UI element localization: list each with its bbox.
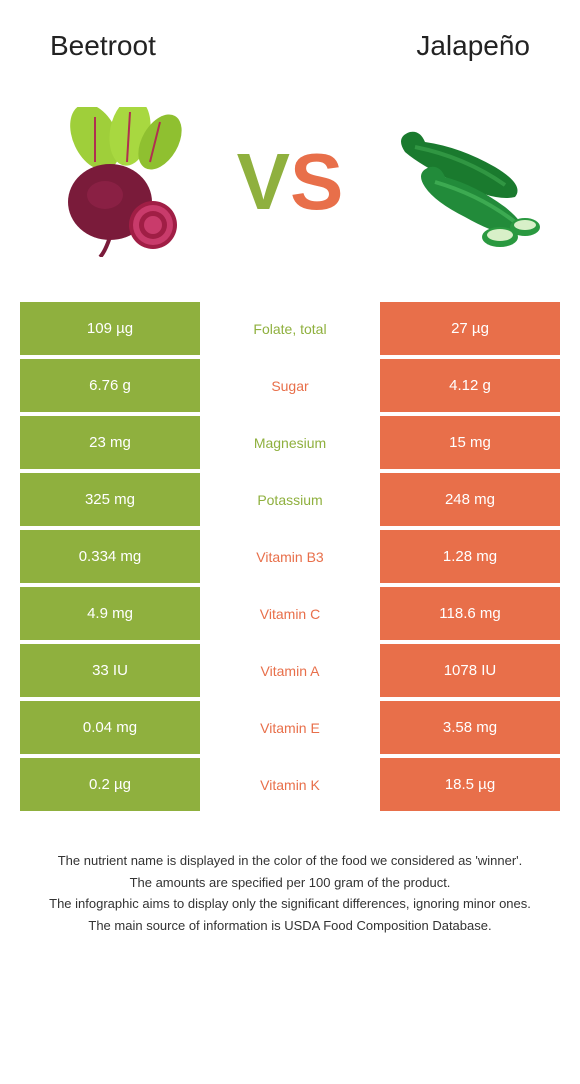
nutrient-label: Vitamin K [200, 758, 380, 811]
nutrient-label: Vitamin A [200, 644, 380, 697]
footer-line-2: The amounts are specified per 100 gram o… [20, 873, 560, 893]
right-value-cell: 27 µg [380, 302, 560, 355]
right-value-cell: 1.28 mg [380, 530, 560, 583]
beetroot-illustration [30, 102, 210, 262]
footer-line-3: The infographic aims to display only the… [20, 894, 560, 914]
right-value-cell: 4.12 g [380, 359, 560, 412]
nutrient-label: Sugar [200, 359, 380, 412]
table-row: 6.76 gSugar4.12 g [20, 359, 560, 412]
vs-v-letter: V [237, 137, 290, 226]
right-value-cell: 118.6 mg [380, 587, 560, 640]
jalapeno-illustration [370, 102, 550, 262]
vs-label: VS [237, 136, 344, 228]
nutrient-label: Magnesium [200, 416, 380, 469]
table-row: 109 µgFolate, total27 µg [20, 302, 560, 355]
table-row: 325 mgPotassium248 mg [20, 473, 560, 526]
comparison-table: 109 µgFolate, total27 µg6.76 gSugar4.12 … [20, 302, 560, 811]
left-value-cell: 33 IU [20, 644, 200, 697]
left-value-cell: 4.9 mg [20, 587, 200, 640]
nutrient-label: Potassium [200, 473, 380, 526]
right-value-cell: 18.5 µg [380, 758, 560, 811]
nutrient-label: Vitamin B3 [200, 530, 380, 583]
footer-line-1: The nutrient name is displayed in the co… [20, 851, 560, 871]
left-value-cell: 23 mg [20, 416, 200, 469]
vs-s-letter: S [290, 137, 343, 226]
nutrient-label: Folate, total [200, 302, 380, 355]
left-value-cell: 0.2 µg [20, 758, 200, 811]
right-food-title: Jalapeño [416, 30, 530, 62]
table-row: 0.334 mgVitamin B31.28 mg [20, 530, 560, 583]
left-value-cell: 6.76 g [20, 359, 200, 412]
footer-line-4: The main source of information is USDA F… [20, 916, 560, 936]
table-row: 4.9 mgVitamin C118.6 mg [20, 587, 560, 640]
left-value-cell: 0.334 mg [20, 530, 200, 583]
right-value-cell: 3.58 mg [380, 701, 560, 754]
table-row: 0.04 mgVitamin E3.58 mg [20, 701, 560, 754]
table-row: 23 mgMagnesium15 mg [20, 416, 560, 469]
nutrient-label: Vitamin C [200, 587, 380, 640]
left-value-cell: 109 µg [20, 302, 200, 355]
right-value-cell: 15 mg [380, 416, 560, 469]
left-value-cell: 325 mg [20, 473, 200, 526]
right-value-cell: 1078 IU [380, 644, 560, 697]
left-value-cell: 0.04 mg [20, 701, 200, 754]
footer-notes: The nutrient name is displayed in the co… [20, 851, 560, 935]
table-row: 33 IUVitamin A1078 IU [20, 644, 560, 697]
nutrient-label: Vitamin E [200, 701, 380, 754]
table-row: 0.2 µgVitamin K18.5 µg [20, 758, 560, 811]
right-value-cell: 248 mg [380, 473, 560, 526]
hero-section: VS [0, 82, 580, 302]
left-food-title: Beetroot [50, 30, 156, 62]
header: Beetroot Jalapeño [0, 0, 580, 82]
